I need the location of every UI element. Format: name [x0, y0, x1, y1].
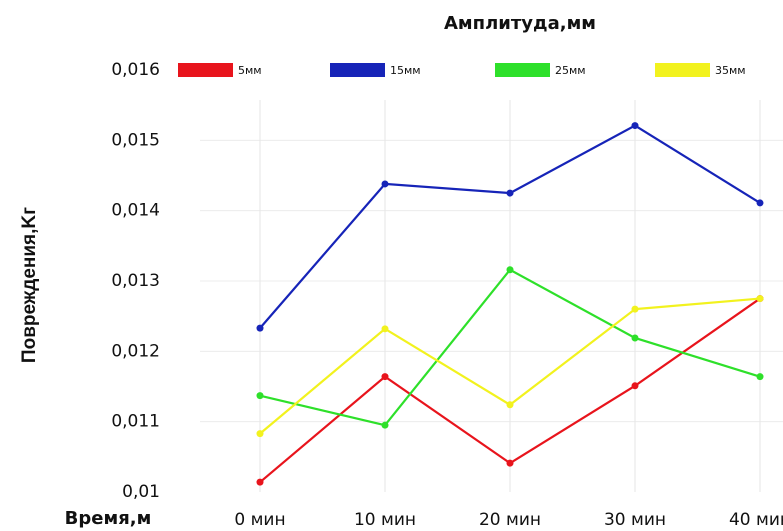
- point: [631, 382, 639, 390]
- point: [381, 180, 389, 188]
- point: [506, 189, 514, 197]
- legend-label: 5мм: [238, 64, 262, 77]
- point: [256, 430, 264, 438]
- point: [506, 401, 514, 409]
- legend-swatch: [495, 63, 550, 77]
- y-tick-label: 0,01: [122, 482, 160, 502]
- x-axis-label: Время,м: [65, 508, 152, 529]
- y-tick-label: 0,014: [111, 201, 160, 221]
- point: [756, 295, 764, 303]
- point: [256, 392, 264, 400]
- y-tick-label: 0,015: [111, 130, 160, 150]
- point: [506, 266, 514, 274]
- legend-title: Амплитуда,мм: [444, 13, 596, 34]
- x-tick-label: 10 мин: [354, 510, 416, 530]
- legend-label: 15мм: [390, 64, 421, 77]
- legend-swatch: [330, 63, 385, 77]
- point: [631, 122, 639, 130]
- x-tick-label: 20 мин: [479, 510, 541, 530]
- y-axis-label: Повреждения,Kг: [19, 207, 40, 363]
- x-tick-label: 30 мин: [604, 510, 666, 530]
- y-tick-label: 0,016: [111, 60, 160, 80]
- point: [256, 324, 264, 332]
- point: [381, 373, 389, 381]
- legend-swatch: [655, 63, 710, 77]
- point: [506, 459, 514, 467]
- point: [631, 305, 639, 313]
- point: [256, 478, 264, 486]
- y-tick-label: 0,011: [111, 412, 160, 432]
- x-tick-label: 40 мин: [729, 510, 783, 530]
- y-tick-label: 0,012: [111, 341, 160, 361]
- legend-label: 35мм: [715, 64, 746, 77]
- legend-label: 25мм: [555, 64, 586, 77]
- point: [381, 325, 389, 333]
- y-tick-label: 0,013: [111, 271, 160, 291]
- point: [756, 199, 764, 207]
- point: [631, 334, 639, 342]
- point: [381, 421, 389, 429]
- point: [756, 373, 764, 381]
- legend-swatch: [178, 63, 233, 77]
- x-tick-label: 0 мин: [234, 510, 285, 530]
